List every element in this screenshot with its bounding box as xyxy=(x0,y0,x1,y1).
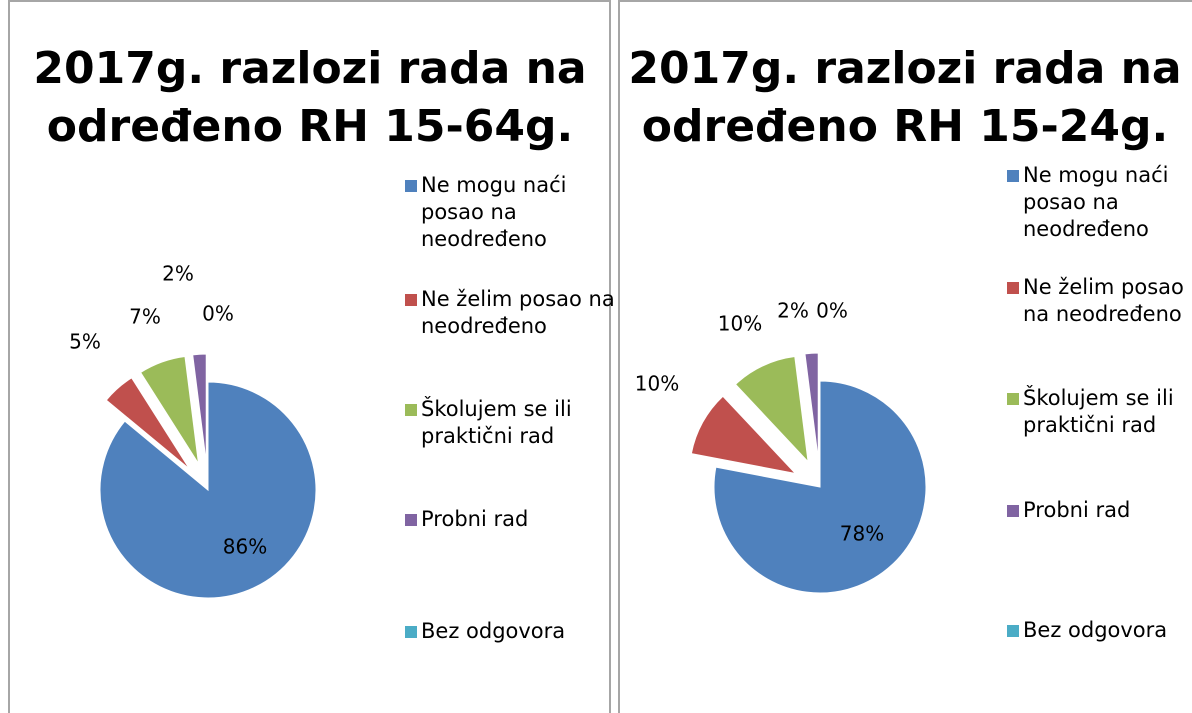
legend-swatch xyxy=(1007,625,1019,637)
legend-swatch xyxy=(405,514,417,526)
data-label: 86% xyxy=(223,535,267,559)
legend-item: Bez odgovora xyxy=(1007,617,1192,644)
legend-item: Probni rad xyxy=(405,506,616,533)
panel xyxy=(8,0,611,713)
legend-item: Školujem se ili praktični rad xyxy=(405,396,616,450)
legend-item: Probni rad xyxy=(1007,497,1192,524)
pie-slice xyxy=(734,355,809,464)
pie-slice xyxy=(690,395,797,475)
legend-item: Ne mogu naći posao na neodređeno xyxy=(1007,162,1192,243)
chart-title: 2017g. razlozi rada na određeno RH 15-64… xyxy=(33,43,587,152)
data-label: 10% xyxy=(718,312,762,336)
legend-swatch xyxy=(405,404,417,416)
legend-item: Školujem se ili praktični rad xyxy=(1007,385,1192,439)
pie-slice xyxy=(99,381,317,599)
legend-swatch xyxy=(1007,505,1019,517)
legend-swatch xyxy=(1007,170,1019,182)
data-label: 78% xyxy=(840,522,884,546)
data-label: 2% xyxy=(777,299,809,323)
legend-item: Ne mogu naći posao na neodređeno xyxy=(405,172,616,253)
pie-slice xyxy=(105,377,190,470)
legend-swatch xyxy=(1007,393,1019,405)
data-label: 2% xyxy=(162,262,194,286)
data-label: 7% xyxy=(129,305,161,329)
chart-title: 2017g. razlozi rada na određeno RH 15-24… xyxy=(628,43,1182,152)
data-label: 0% xyxy=(816,299,848,323)
legend-swatch xyxy=(405,180,417,192)
data-label: 5% xyxy=(69,330,101,354)
pie-slice xyxy=(139,355,200,464)
legend-item: Ne želim posao na neodređeno xyxy=(1007,274,1192,328)
legend-swatch xyxy=(1007,282,1019,294)
pie-slice xyxy=(804,352,819,460)
pie-slice xyxy=(192,353,207,463)
data-label: 0% xyxy=(202,302,234,326)
legend-item: Ne želim posao na neodređeno xyxy=(405,286,616,340)
panel xyxy=(618,0,1192,713)
pie-slice xyxy=(713,380,927,594)
data-label: 10% xyxy=(635,372,679,396)
legend-item: Bez odgovora xyxy=(405,618,616,645)
legend-swatch xyxy=(405,626,417,638)
legend-swatch xyxy=(405,294,417,306)
